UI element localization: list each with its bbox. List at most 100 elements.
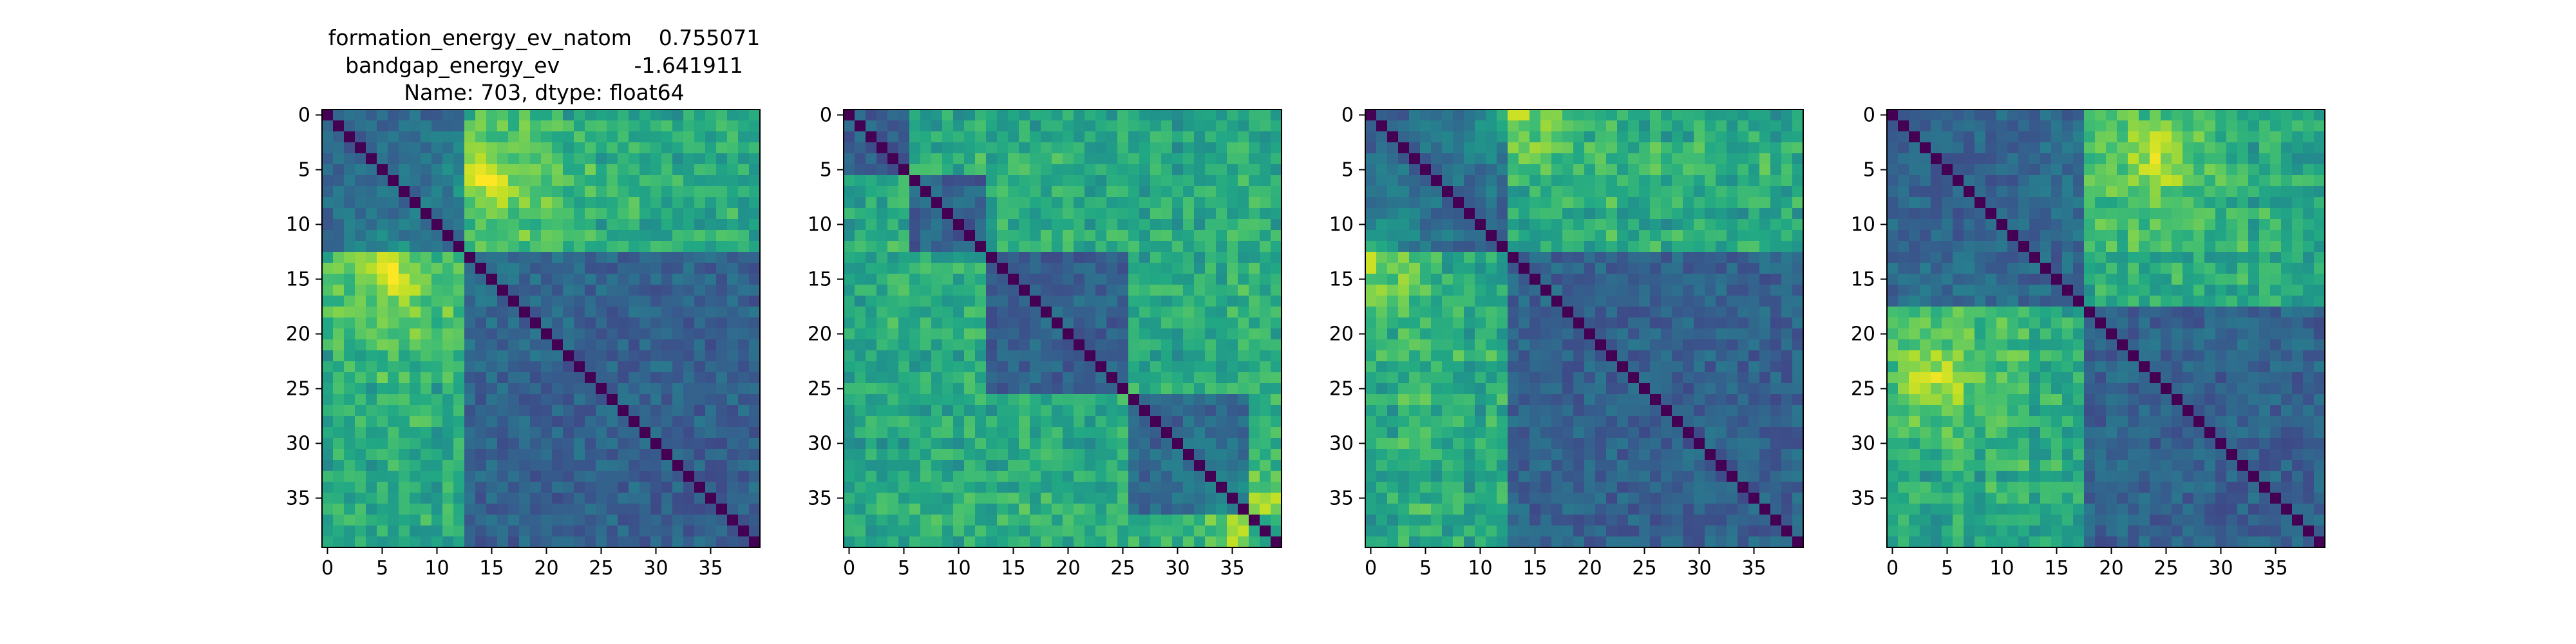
heatmap-cell [672, 482, 684, 493]
heatmap-cell [1387, 471, 1399, 482]
heatmap-cell [2292, 120, 2304, 132]
heatmap-cell [1063, 263, 1074, 274]
heatmap-cell [727, 109, 739, 121]
heatmap-cell [1738, 328, 1749, 340]
heatmap-cell [1727, 482, 1738, 493]
heatmap-cell [1194, 296, 1206, 307]
heatmap-cell [1095, 493, 1107, 504]
heatmap-cell [1442, 175, 1454, 187]
heatmap-cell [1551, 493, 1563, 504]
heatmap-cell [1019, 493, 1030, 504]
heatmap-cell [1727, 383, 1738, 395]
heatmap-cell [942, 460, 954, 471]
heatmap-cell [1161, 219, 1173, 231]
heatmap-cell [1595, 460, 1607, 471]
heatmap-cell [1573, 219, 1585, 231]
heatmap-cell [876, 142, 888, 154]
heatmap-cell [1194, 350, 1206, 362]
heatmap-cell [1183, 285, 1195, 296]
heatmap-cell [1063, 361, 1074, 373]
heatmap-cell [920, 153, 932, 165]
heatmap-cell [1486, 482, 1497, 493]
heatmap-cell [388, 504, 399, 515]
heatmap-cell [716, 515, 728, 526]
heatmap-cell [1139, 285, 1151, 296]
heatmap-cell [1508, 274, 1519, 285]
heatmap-cell [986, 394, 998, 406]
heatmap-cell [1106, 241, 1118, 252]
heatmap-cell [1792, 109, 1804, 121]
heatmap-cell [366, 460, 377, 471]
heatmap-cell [898, 164, 910, 176]
heatmap-cell [1540, 449, 1552, 460]
heatmap-cell [1628, 449, 1640, 460]
heatmap-cell [639, 449, 651, 460]
heatmap-cell [486, 230, 498, 242]
heatmap-cell [1486, 438, 1497, 450]
heatmap-cell [1084, 372, 1096, 384]
heatmap-cell [322, 153, 334, 165]
heatmap-cell [1019, 197, 1030, 209]
heatmap-cell [563, 208, 574, 220]
heatmap-cell [1738, 361, 1749, 373]
heatmap-cell [1792, 219, 1804, 231]
heatmap-cell [1573, 296, 1585, 307]
heatmap-cell [1150, 153, 1162, 165]
heatmap-cell [399, 460, 410, 471]
heatmap-cell [1095, 153, 1107, 165]
heatmap-cell [942, 427, 954, 439]
heatmap-cell [844, 383, 855, 395]
heatmap-cell [975, 296, 987, 307]
heatmap-cell [942, 307, 954, 318]
heatmap-cell [453, 339, 465, 351]
heatmap-cell [1694, 197, 1705, 209]
heatmap-cell [716, 208, 728, 220]
heatmap-cell [1041, 515, 1052, 526]
heatmap-cell [1584, 109, 1596, 121]
heatmap-cell [1464, 274, 1475, 285]
heatmap-cell [855, 438, 866, 450]
heatmap-cell [1617, 208, 1629, 220]
heatmap-cell [1562, 383, 1574, 395]
heatmap-cell [1150, 372, 1162, 384]
heatmap-cell [1792, 526, 1804, 537]
heatmap-cell [574, 317, 585, 329]
heatmap-cell [716, 285, 728, 296]
heatmap-cell [585, 394, 596, 406]
heatmap-cell [1161, 142, 1173, 154]
heatmap-cell [694, 208, 706, 220]
heatmap-cell [1573, 285, 1585, 296]
heatmap-cell [1562, 252, 1574, 263]
heatmap-cell [1985, 120, 1997, 132]
heatmap-cell [1398, 241, 1410, 252]
heatmap-cell [1183, 504, 1195, 515]
heatmap-cell [1770, 131, 1782, 143]
heatmap-cell [1551, 536, 1563, 548]
heatmap-cell [1431, 526, 1443, 537]
heatmap-cell [1150, 427, 1162, 439]
heatmap-cell [909, 405, 921, 417]
heatmap-cell [1464, 405, 1475, 417]
heatmap-cell [727, 416, 739, 428]
heatmap-cell [672, 372, 684, 384]
heatmap-cell [1041, 317, 1052, 329]
heatmap-cell [876, 131, 888, 143]
heatmap-cell [475, 307, 487, 318]
heatmap-cell [1063, 471, 1074, 482]
heatmap-cell [1227, 449, 1238, 460]
heatmap-cell [716, 405, 728, 417]
heatmap-cell [377, 120, 388, 132]
heatmap-cell [727, 252, 739, 263]
heatmap-cell [1475, 383, 1486, 395]
heatmap-cell [333, 263, 345, 274]
heatmap-cell [1249, 328, 1260, 340]
heatmap-cell [1770, 142, 1782, 154]
heatmap-cell [1464, 482, 1475, 493]
heatmap-cell [475, 394, 487, 406]
heatmap-cell [997, 285, 1009, 296]
heatmap-cell [1705, 493, 1716, 504]
heatmap-cell [1792, 361, 1804, 373]
heatmap-cell [727, 164, 739, 176]
heatmap-cell [1216, 175, 1227, 187]
